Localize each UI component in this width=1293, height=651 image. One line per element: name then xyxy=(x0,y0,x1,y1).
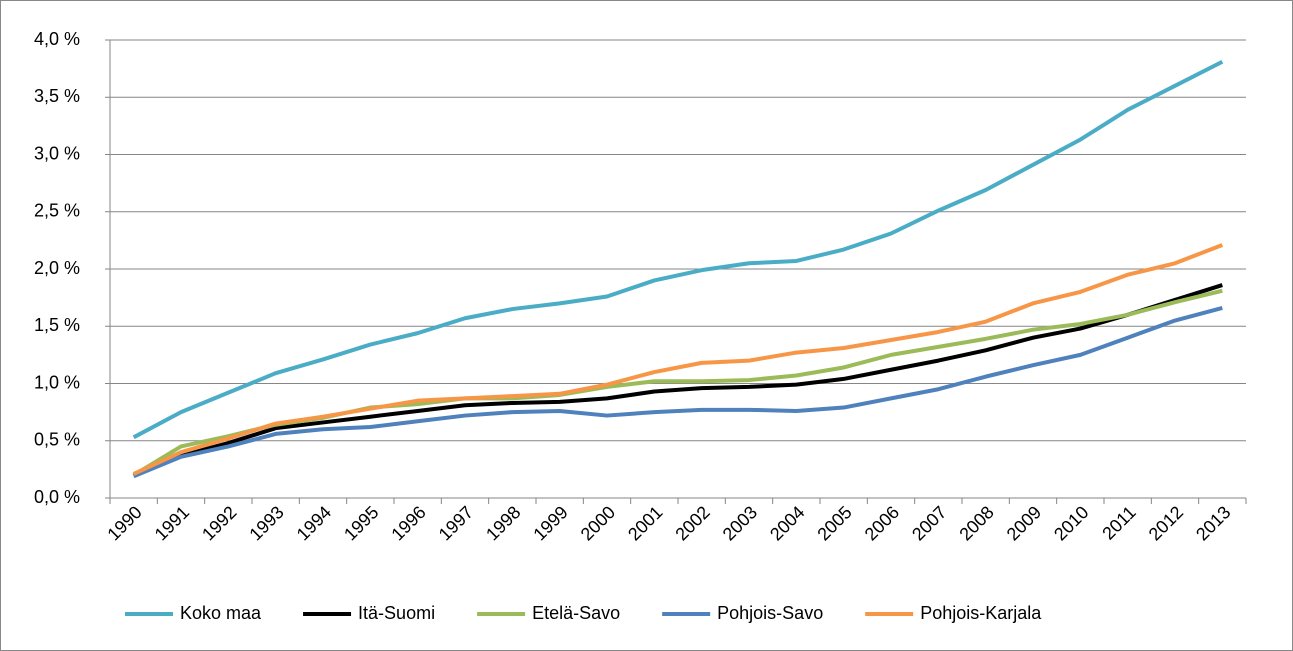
y-tick-label: 0,0 % xyxy=(34,487,80,507)
y-tick-label: 2,5 % xyxy=(34,201,80,221)
y-tick-label: 1,0 % xyxy=(34,372,80,392)
y-tick-label: 4,0 % xyxy=(34,29,80,49)
legend-label: Etelä-Savo xyxy=(532,603,620,623)
series-line xyxy=(132,283,1223,477)
series-line xyxy=(132,59,1224,440)
y-tick-label: 0,5 % xyxy=(34,430,80,450)
y-tick-label: 3,0 % xyxy=(34,143,80,163)
legend-label: Itä-Suomi xyxy=(358,603,435,623)
legend-label: Koko maa xyxy=(180,603,262,623)
legend-label: Pohjois-Savo xyxy=(717,603,823,623)
legend-label: Pohjois-Karjala xyxy=(920,603,1042,623)
series-line xyxy=(132,305,1223,479)
series-line xyxy=(132,243,1224,476)
y-tick-label: 2,0 % xyxy=(34,258,80,278)
y-tick-label: 3,5 % xyxy=(34,86,80,106)
y-tick-label: 1,5 % xyxy=(34,315,80,335)
